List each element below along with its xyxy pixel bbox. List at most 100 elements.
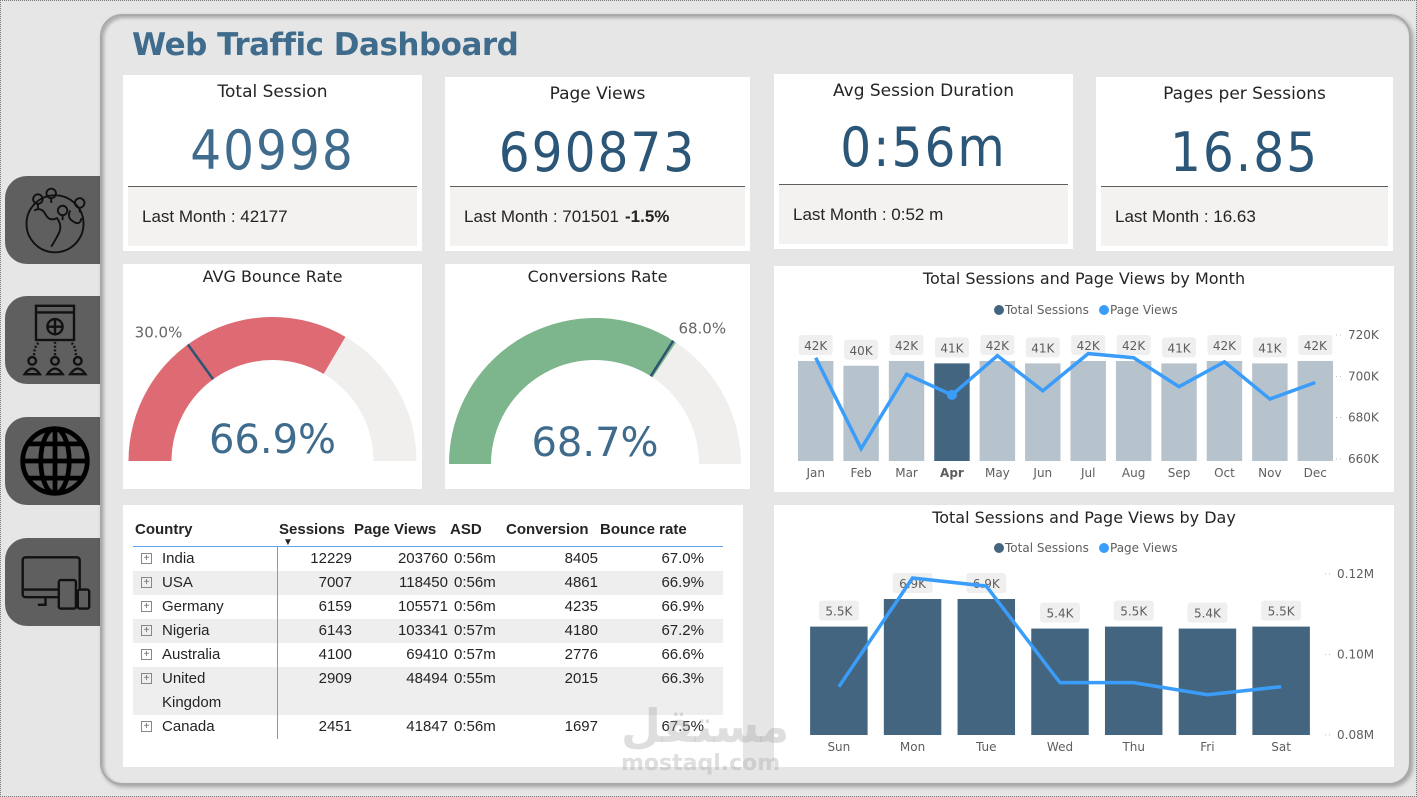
cell-conversion: 4180 — [564, 622, 598, 639]
gauge-target-marker — [649, 340, 675, 377]
gauge-bounce-rate: 30.0% 66.9% — [128, 317, 417, 463]
data-label-fri: 5.4K — [1194, 607, 1222, 621]
cell-asd: 0:56m — [454, 598, 496, 615]
y2-tick-label: 680K — [1348, 411, 1380, 425]
gauge-fill — [128, 317, 346, 461]
x-tick-jan: Jan — [805, 466, 825, 480]
kpi-title: Total Session — [217, 82, 328, 102]
cell-conversion: 8405 — [564, 550, 598, 567]
expand-row-icon[interactable]: + — [141, 553, 152, 564]
col-header-conversion[interactable]: Conversion — [506, 521, 589, 538]
table-row[interactable]: + Australia 4100 69410 0:57m 2776 66.6% — [133, 643, 723, 667]
expand-row-icon[interactable]: + — [141, 721, 152, 732]
kpi-card-avg-session-duration: Avg Session Duration 0:56m Last Month : … — [774, 74, 1073, 249]
bar-fri — [1178, 628, 1237, 735]
expand-row-icon[interactable]: + — [141, 673, 152, 684]
cell-sessions: 2451 — [277, 715, 352, 739]
data-label-thu: 5.5K — [1120, 605, 1148, 619]
data-label-bg — [1162, 337, 1197, 358]
x-tick-mon: Mon — [900, 740, 925, 754]
bar-tue — [957, 599, 1016, 735]
country-table: Country Sessions Page Views ASD Conversi… — [133, 513, 723, 739]
cell-bounce-rate: 66.3% — [661, 670, 704, 687]
chart-title: Total Sessions and Page Views by Day — [932, 508, 1236, 527]
chart-sessions-pageviews-month: Total Sessions Page Views 42K Jan 40K Feb 42K M… — [797, 303, 1380, 480]
x-tick-mar: Mar — [895, 466, 918, 480]
data-label-bg — [1040, 602, 1080, 623]
table-row[interactable]: + Germany 6159 105571 0:56m 4235 66.9% — [133, 595, 723, 619]
kpi-last-month: Last Month : 42177 — [142, 206, 288, 226]
kpi-last-month: Last Month : 16.63 — [1115, 206, 1256, 226]
data-label-aug: 42K — [1122, 339, 1146, 353]
x-tick-jun: Jun — [1032, 466, 1052, 480]
data-label-bg — [1252, 337, 1287, 358]
gauge-fill — [449, 318, 676, 464]
globe-pins-icon — [25, 187, 86, 254]
chart-sessions-pageviews-day: Total Sessions Page Views5.5KSun6.9KMon6.… — [810, 541, 1374, 754]
expand-row-icon[interactable]: + — [141, 577, 152, 588]
page-views-point-highlight — [946, 389, 957, 400]
data-label-sat: 5.5K — [1268, 605, 1296, 619]
data-label-oct: 42K — [1213, 339, 1237, 353]
bar-dec — [1297, 361, 1334, 461]
nav-button-geo-map[interactable] — [5, 176, 105, 264]
x-tick-may: May — [985, 466, 1010, 480]
col-header-country[interactable]: Country — [135, 521, 193, 538]
legend-page-views: Page Views — [1110, 303, 1178, 317]
x-tick-feb: Feb — [851, 466, 872, 480]
kpi-value: 40998 — [190, 119, 355, 182]
country-name: United Kingdom — [162, 670, 222, 711]
data-label-bg — [980, 335, 1015, 355]
cell-asd: 0:57m — [454, 622, 496, 639]
kpi-footer: Last Month : 16.63 — [1101, 186, 1388, 246]
bar-jan — [797, 361, 834, 461]
nav-button-devices[interactable] — [5, 538, 105, 626]
expand-row-icon[interactable]: + — [141, 601, 152, 612]
table-row[interactable]: + Canada 2451 41847 0:56m 1697 67.5% — [133, 715, 723, 739]
cell-conversion: 1697 — [564, 718, 598, 735]
page-views-line — [814, 351, 1316, 453]
expand-row-icon[interactable]: + — [141, 625, 152, 636]
kpi-card-total-session: Total Session 40998 Last Month : 42177 — [123, 75, 422, 251]
table-body: + India 12229 203760 0:56m 8405 67.0% + USA 7007 1… — [133, 547, 723, 739]
gauge-value: 66.9% — [209, 417, 336, 463]
col-header-sessions[interactable]: Sessions — [279, 521, 345, 538]
data-label-bg — [889, 335, 924, 355]
expand-row-icon[interactable]: + — [141, 649, 152, 660]
bar-sun — [810, 626, 868, 735]
cell-asd: 0:56m — [454, 718, 496, 735]
x-tick-nov: Nov — [1258, 466, 1281, 480]
x-tick-aug: Aug — [1122, 466, 1145, 480]
page-title: Web Traffic Dashboard — [132, 27, 519, 63]
cell-page-views: 105571 — [397, 598, 448, 615]
bar-oct — [1206, 361, 1243, 461]
y2-tick-label: 0.10M — [1337, 648, 1374, 662]
data-label-may: 42K — [986, 339, 1010, 353]
legend-total-sessions-marker — [994, 305, 1004, 315]
cell-page-views: 69410 — [406, 646, 448, 663]
bar-mar — [888, 361, 925, 461]
col-header-asd[interactable]: ASD — [450, 521, 482, 538]
col-header-bounce-rate[interactable]: Bounce rate — [600, 521, 687, 538]
data-label-bg — [1207, 335, 1242, 355]
nav-button-web-users[interactable] — [5, 296, 105, 384]
table-row[interactable]: + USA 7007 118450 0:56m 4861 66.9% — [133, 571, 723, 595]
col-header-page-views[interactable]: Page Views — [354, 521, 437, 538]
table-row[interactable]: + India 12229 203760 0:56m 8405 67.0% — [133, 547, 723, 571]
chart-card-month: Total Sessions and Page Views by Month T… — [774, 266, 1394, 492]
legend-page-views-marker — [1099, 305, 1109, 315]
gauge-target-label: 68.0% — [678, 320, 726, 338]
cell-country: + India — [133, 547, 277, 571]
bar-thu — [1104, 626, 1163, 735]
data-label-apr: 41K — [940, 341, 964, 355]
gauge-conversion-rate: 68.0% 68.7% — [449, 318, 741, 466]
cell-country: + Australia — [133, 643, 277, 667]
sort-descending-icon[interactable]: ▼ — [283, 537, 293, 548]
data-label-bg — [1025, 337, 1060, 358]
kpi-title: Page Views — [549, 84, 646, 104]
legend-total-sessions: Total Sessions — [1004, 303, 1089, 317]
table-row[interactable]: + Nigeria 6143 103341 0:57m 4180 67.2% — [133, 619, 723, 643]
table-row[interactable]: + United Kingdom 2909 48494 0:55m 2015 66.3% — [133, 667, 723, 715]
nav-button-global[interactable] — [5, 417, 105, 505]
y2-tick-label: 660K — [1348, 452, 1380, 466]
